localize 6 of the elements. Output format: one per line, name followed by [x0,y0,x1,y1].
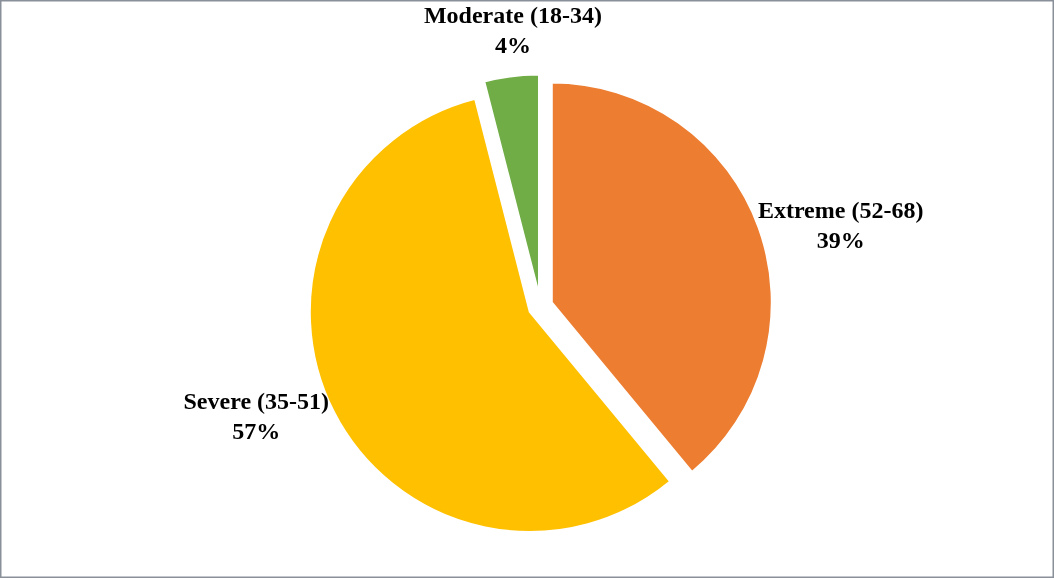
slice-label: Severe (35-51) [183,388,330,415]
data-label: 4% [494,31,531,58]
slice-label: Extreme (52-68) [757,196,924,223]
data-label: 39% [816,226,865,253]
data-label: 57% [232,418,281,445]
slice-label: Moderate (18-34) [423,1,602,28]
